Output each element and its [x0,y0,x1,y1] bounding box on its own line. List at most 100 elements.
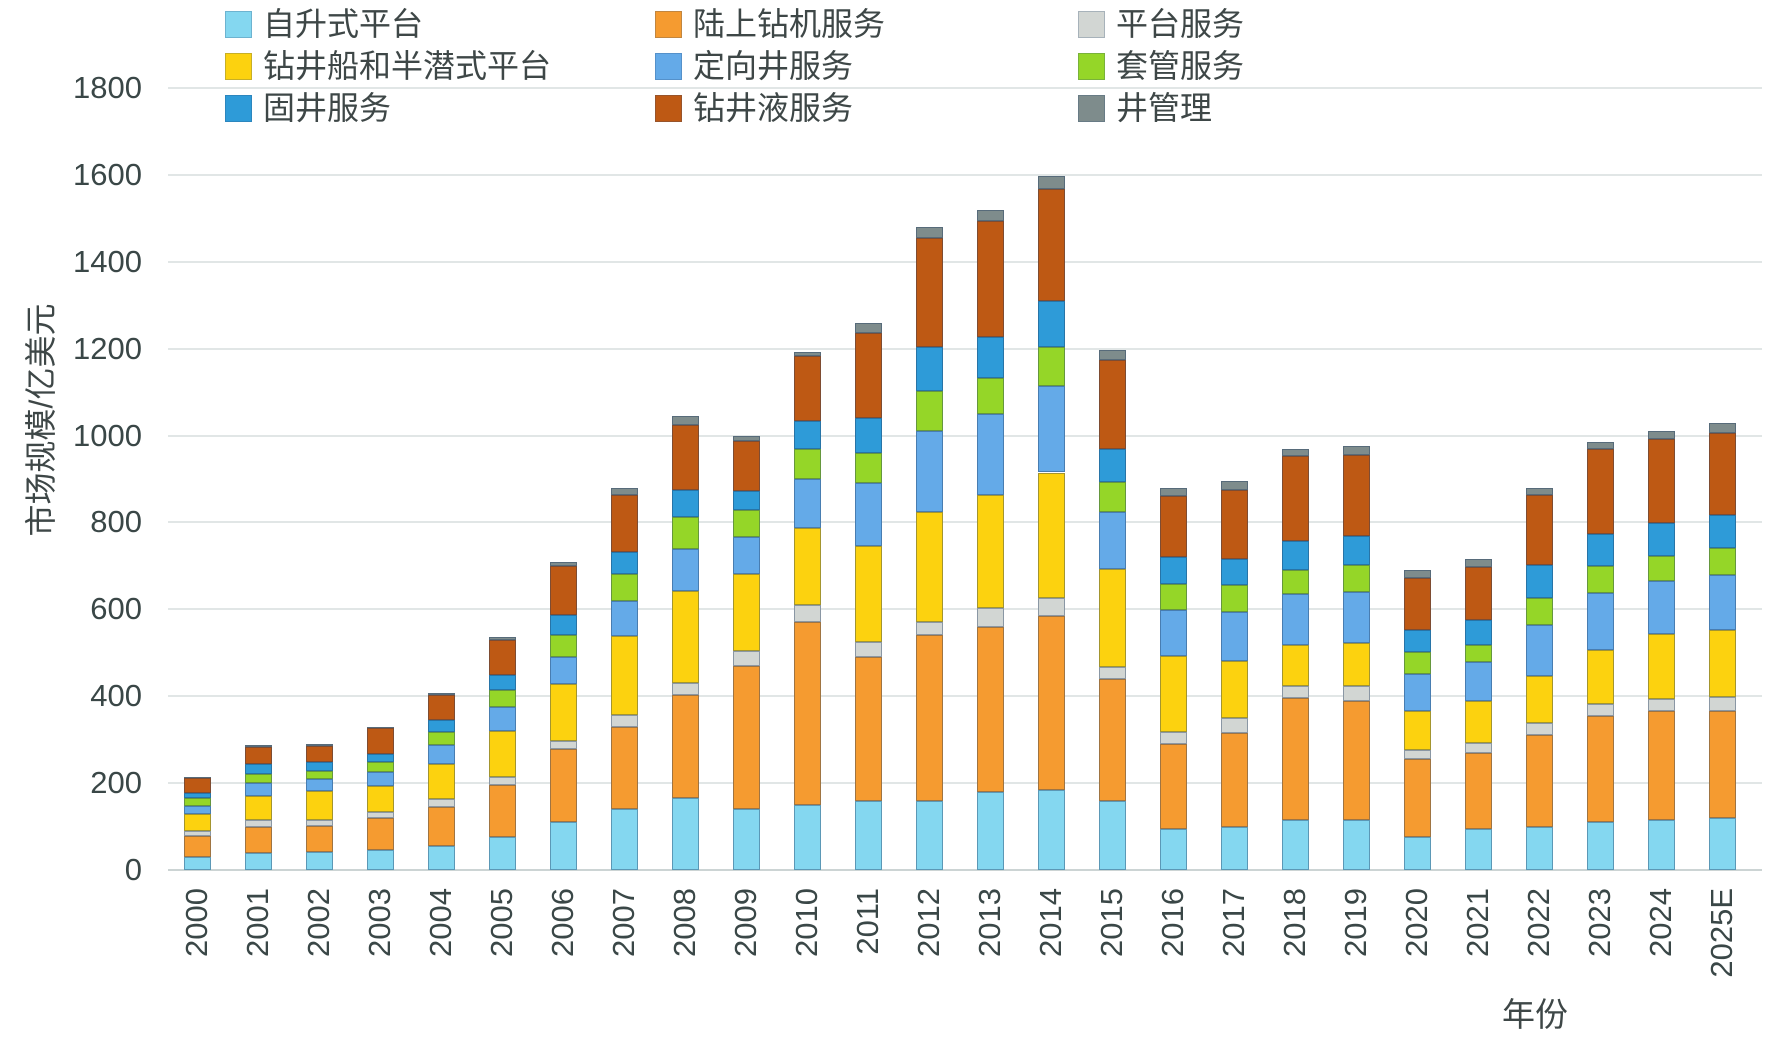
bar-segment-drilling-fluid-services [1708,432,1736,516]
bar-segment-jackup-platform [183,856,211,870]
bar-segment-drillship-semisub-platform [1281,644,1309,687]
y-tick-label: 1600 [73,156,142,192]
bar-segment-cementing-services [1098,448,1126,482]
bar-segment-platform-services [1220,717,1248,734]
bar-segment-cementing-services [1037,300,1065,347]
x-tick-label: 2001 [240,888,275,957]
bar-segment-jackup-platform [671,798,699,870]
bar-segment-directional-drilling-services [183,806,211,814]
bar-segment-drillship-semisub-platform [1586,649,1614,704]
bar-column-2005 [488,88,516,870]
bar-segment-jackup-platform [1647,820,1675,870]
x-tick-label: 2010 [789,888,824,957]
gridline [168,87,1762,89]
bar-segment-casing-services [976,377,1004,415]
legend-swatch-jackup-platform [225,10,252,38]
bar-segment-jackup-platform [1464,828,1492,870]
x-tick-label: 2003 [362,888,397,957]
bar-segment-well-management [549,561,577,567]
bar-segment-cementing-services [1220,558,1248,586]
bar-segment-drilling-fluid-services [1403,578,1431,631]
bar-segment-platform-services [1708,697,1736,712]
bar-segment-drillship-semisub-platform [671,590,699,683]
bar-segment-platform-services [183,831,211,837]
bar-segment-onshore-rig-services [1220,733,1248,827]
y-tick-label: 600 [90,591,142,627]
legend-item-onshore-rig-services: 陆上钻机服务 [655,6,885,42]
bar-segment-jackup-platform [1220,826,1248,870]
bar-segment-onshore-rig-services [1159,744,1187,829]
legend-item-casing-services: 套管服务 [1078,48,1244,84]
legend-swatch-directional-drilling-services [655,52,682,80]
bar-column-2018 [1281,88,1309,870]
bar-segment-cementing-services [976,337,1004,378]
legend-label: 钻井船和半潜式平台 [263,48,552,84]
bar-segment-well-management [305,744,333,746]
bar-segment-drilling-fluid-services [610,494,638,553]
bar-segment-casing-services [854,452,882,484]
x-tick-label: 2023 [1582,888,1617,957]
bar-segment-directional-drilling-services [610,601,638,637]
bar-segment-drillship-semisub-platform [854,546,882,642]
bar-segment-drillship-semisub-platform [1464,701,1492,743]
bar-segment-directional-drilling-services [1586,593,1614,650]
bar-segment-cementing-services [1342,536,1370,566]
bar-segment-jackup-platform [1037,789,1065,870]
bar-segment-platform-services [549,740,577,750]
bar-segment-casing-services [549,634,577,657]
bar-segment-cementing-services [793,421,821,450]
bar-segment-directional-drilling-services [1464,661,1492,702]
bar-segment-well-management [1159,487,1187,497]
bar-segment-cementing-services [1159,557,1187,585]
x-axis-line [168,869,1762,871]
bar-segment-drillship-semisub-platform [1159,655,1187,732]
bar-segment-casing-services [793,449,821,480]
bar-segment-drilling-fluid-services [1525,495,1553,566]
legend-label: 套管服务 [1116,48,1245,84]
bar-segment-platform-services [244,820,272,827]
bar-segment-onshore-rig-services [427,807,455,847]
bar-segment-directional-drilling-services [1098,511,1126,569]
y-tick-label: 800 [90,504,142,540]
bar-segment-jackup-platform [1586,822,1614,870]
bar-segment-onshore-rig-services [305,825,333,852]
bar-segment-well-management [244,744,272,747]
bar-segment-casing-services [610,574,638,602]
bar-segment-drilling-fluid-services [1586,449,1614,535]
legend-item-well-management: 井管理 [1078,90,1212,126]
gridline [168,695,1762,698]
bar-segment-onshore-rig-services [366,818,394,851]
legend-label: 自升式平台 [263,6,424,42]
bar-segment-drilling-fluid-services [366,728,394,754]
bar-segment-onshore-rig-services [1403,759,1431,838]
bar-segment-well-management [610,487,638,495]
bar-segment-well-management [793,351,821,357]
bar-segment-drillship-semisub-platform [1037,472,1065,599]
bar-column-2015 [1098,88,1126,870]
bar-segment-cementing-services [1525,565,1553,598]
bar-segment-jackup-platform [915,800,943,870]
bar-segment-drillship-semisub-platform [305,790,333,821]
bar-segment-directional-drilling-services [366,771,394,786]
bar-segment-jackup-platform [1403,837,1431,870]
bar-segment-casing-services [1220,585,1248,613]
bar-segment-cementing-services [366,753,394,762]
bar-segment-jackup-platform [366,850,394,870]
bar-segment-jackup-platform [793,804,821,870]
bar-segment-cementing-services [1403,630,1431,652]
x-tick-label: 2013 [972,888,1007,957]
y-tick-label: 1800 [73,70,142,105]
x-tick-label: 2005 [484,888,519,957]
bar-column-2024 [1647,88,1675,870]
bar-column-2025E [1708,88,1736,870]
bar-segment-drillship-semisub-platform [732,573,760,651]
bar-segment-well-management [1342,446,1370,455]
bar-segment-onshore-rig-services [549,749,577,823]
legend-label: 钻井液服务 [693,90,854,126]
y-tick-label: 1000 [73,417,142,453]
bar-segment-casing-services [1159,584,1187,611]
x-tick-label: 2006 [545,888,580,957]
bar-segment-casing-services [1098,481,1126,512]
bar-segment-directional-drilling-services [549,656,577,684]
gridline [168,260,1762,263]
